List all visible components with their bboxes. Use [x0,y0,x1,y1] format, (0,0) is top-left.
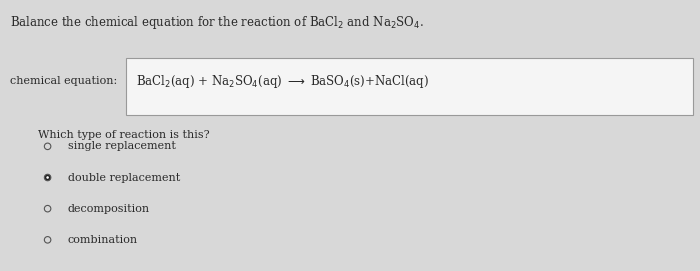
Ellipse shape [44,237,51,243]
Ellipse shape [44,174,51,181]
Ellipse shape [46,176,49,179]
Text: Balance the chemical equation for the reaction of BaCl$_2$ and Na$_2$SO$_4$.: Balance the chemical equation for the re… [10,14,424,31]
Text: combination: combination [68,235,138,245]
Ellipse shape [44,205,51,212]
Ellipse shape [44,143,51,150]
Text: Which type of reaction is this?: Which type of reaction is this? [38,130,210,140]
Text: double replacement: double replacement [68,173,180,182]
Text: chemical equation:: chemical equation: [10,76,118,86]
FancyBboxPatch shape [126,58,693,115]
Text: single replacement: single replacement [68,141,176,151]
Text: decomposition: decomposition [68,204,150,214]
Text: BaCl$_2$(aq) + Na$_2$SO$_4$(aq) $\longrightarrow$ BaSO$_4$(s)+NaCl(aq): BaCl$_2$(aq) + Na$_2$SO$_4$(aq) $\longri… [136,73,430,90]
